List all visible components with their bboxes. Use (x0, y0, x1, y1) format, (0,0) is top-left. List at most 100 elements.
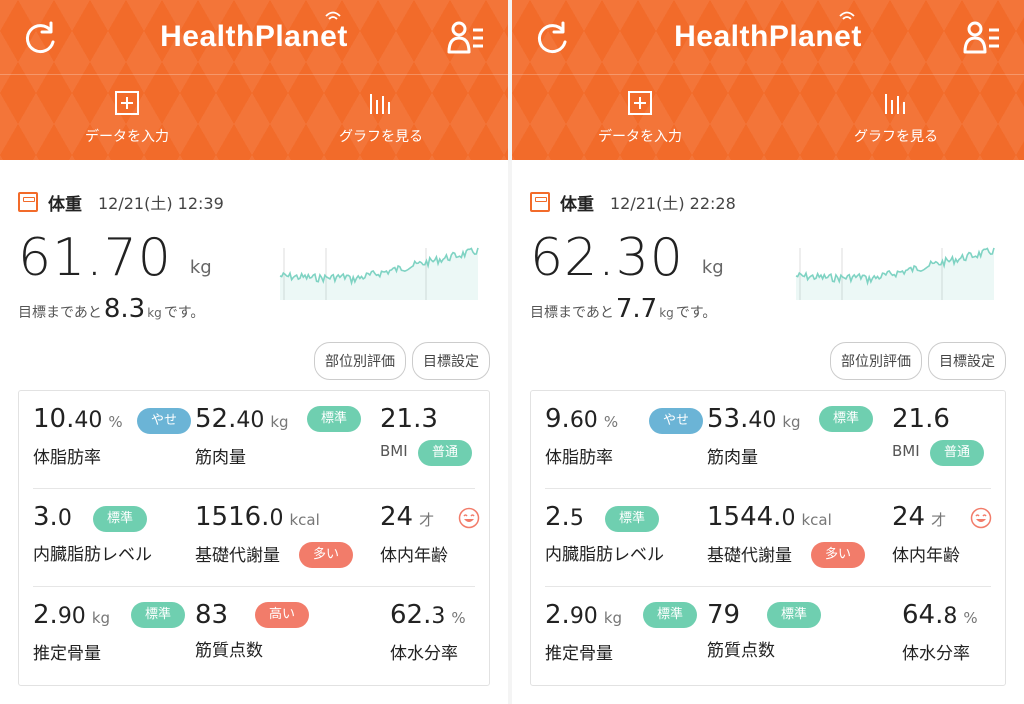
user-menu-icon[interactable] (962, 18, 1002, 58)
bmr-badge: 多い (299, 541, 354, 568)
bmr-label: 基礎代謝量 (195, 545, 280, 566)
visceral-fat-metric[interactable]: 2.5 内臓脂肪レベル 標準 (545, 502, 707, 574)
bodyfat-metric[interactable]: 10.40% 体脂肪率 やせ (33, 404, 195, 476)
goal-suffix: です。 (163, 305, 205, 321)
bmr-value: 1516. (195, 501, 270, 532)
goal-remaining: 目標まであと 7.7 kg です。 (530, 294, 1006, 324)
app-logo: HealthPlanet (160, 11, 348, 54)
bmr-metric[interactable]: 1516.0 kcal 基礎代謝量 多い (195, 502, 380, 574)
view-graph-label: グラフを見る (339, 128, 423, 145)
muscle-decimal: 40 (236, 407, 265, 433)
muscle-unit: kg (270, 412, 289, 431)
metric-row: 2.90 kg 推定骨量 標準 83 筋質点数 高い 62.3% 体水分率 (33, 587, 475, 685)
body-age-value: 24 (892, 501, 926, 532)
goal-setting-button[interactable]: 目標設定 (412, 342, 490, 380)
sparkline-area (280, 247, 478, 300)
weight-row: 61.70 kg (18, 214, 490, 300)
water-unit: % (963, 609, 978, 627)
goal-suffix: です。 (675, 305, 717, 321)
water-label: 体水分率 (390, 644, 458, 664)
goal-value: 8.3 (103, 294, 146, 324)
muscle-score-label: 筋質点数 (707, 641, 775, 661)
top-bar: HealthPlanet データを入 (0, 0, 508, 160)
bone-mass-metric[interactable]: 2.90 kg 推定骨量 標準 (545, 600, 707, 672)
bone-badge: 標準 (643, 602, 698, 628)
bodyfat-decimal: 40 (74, 407, 103, 433)
weight-value: 61.70 (18, 228, 172, 288)
metric-row: 9.60% 体脂肪率 やせ 53.40 kg 筋肉量 標準 21.6 BMI 普通 (545, 391, 991, 489)
bmr-label: 基礎代謝量 (707, 545, 792, 566)
bone-unit: kg (91, 609, 111, 627)
input-data-button[interactable]: データを入力 (0, 75, 254, 160)
title-bar: HealthPlanet (512, 0, 1024, 75)
bmr-decimal: 0 (269, 505, 284, 531)
refresh-icon[interactable] (20, 18, 60, 58)
bmi-label: BMI (380, 441, 408, 460)
bmi-badge: 普通 (418, 439, 473, 466)
bodyfat-decimal: 60 (569, 407, 598, 433)
weight-unit: kg (189, 257, 212, 278)
scale-icon (18, 192, 38, 212)
weight-trend-sparkline[interactable] (276, 228, 482, 300)
bodyfat-label: 体脂肪率 (33, 447, 101, 468)
water-unit: % (451, 609, 466, 627)
muscle-decimal: 40 (748, 407, 777, 433)
metric-row: 10.40% 体脂肪率 やせ 52.40 kg 筋肉量 標準 21.3 BMI 普… (33, 391, 475, 489)
bone-decimal: 90 (57, 604, 86, 629)
visceral-value: 2. (545, 501, 570, 532)
action-bar: データを入力 グラフを見る (512, 75, 1024, 160)
weight-label: 体重 (48, 194, 82, 215)
muscle-metric[interactable]: 53.40 kg 筋肉量 標準 (707, 404, 892, 476)
health-panel-left: HealthPlanet データを入 (0, 0, 512, 704)
body-age-metric[interactable]: 24 才 体内年齢 (892, 501, 992, 574)
sparkline-line (795, 247, 995, 286)
goal-setting-button[interactable]: 目標設定 (928, 342, 1006, 380)
button-row: 部位別評価 目標設定 (18, 342, 490, 380)
muscle-score-badge: 高い (255, 602, 310, 628)
body-age-metric[interactable]: 24 才 体内年齢 (380, 502, 480, 574)
refresh-icon[interactable] (532, 18, 572, 58)
bmi-metric[interactable]: 21.6 BMI 普通 (892, 404, 991, 476)
body-water-metric[interactable]: 62.3% 体水分率 (380, 600, 475, 672)
body-parts-button[interactable]: 部位別評価 (314, 342, 406, 380)
body-age-unit: 才 (419, 510, 435, 529)
body-water-metric[interactable]: 64.8% 体水分率 (892, 600, 991, 672)
body-parts-button[interactable]: 部位別評価 (830, 342, 922, 380)
muscle-value: 53. (707, 403, 749, 434)
visceral-label: 内臓脂肪レベル (545, 544, 664, 565)
water-value: 64. (902, 600, 944, 630)
sparkline-line (279, 247, 479, 286)
smiley-face-icon (970, 507, 992, 528)
body-age-unit: 才 (931, 510, 947, 529)
weight-trend-sparkline[interactable] (792, 228, 998, 300)
user-menu-icon[interactable] (446, 18, 486, 58)
metric-row: 2.5 内臓脂肪レベル 標準 1544.0 kcal 基礎代謝量 多い 24 才 体… (545, 489, 992, 587)
bmr-badge: 多い (811, 541, 866, 568)
muscle-value: 52. (195, 403, 237, 434)
view-graph-button[interactable]: グラフを見る (254, 75, 508, 160)
muscle-score-metric[interactable]: 79 筋質点数 標準 (707, 600, 892, 672)
bmr-value: 1544. (707, 501, 782, 532)
goal-unit: kg (659, 306, 674, 320)
metrics-card: 9.60% 体脂肪率 やせ 53.40 kg 筋肉量 標準 21.6 BMI 普通 (530, 390, 1006, 686)
measure-date: 12/21(土) 12:39 (98, 194, 224, 213)
plus-square-icon (115, 90, 139, 115)
bone-mass-metric[interactable]: 2.90 kg 推定骨量 標準 (33, 600, 195, 672)
bmi-metric[interactable]: 21.3 BMI 普通 (380, 404, 475, 476)
title-bar: HealthPlanet (0, 0, 508, 75)
bmr-metric[interactable]: 1544.0 kcal 基礎代謝量 多い (707, 502, 892, 574)
body-age-label: 体内年齢 (892, 545, 960, 566)
bodyfat-badge: やせ (137, 407, 192, 434)
muscle-metric[interactable]: 52.40 kg 筋肉量 標準 (195, 404, 380, 476)
muscle-score-label: 筋質点数 (195, 641, 263, 661)
muscle-label: 筋肉量 (195, 447, 246, 468)
visceral-decimal: 5 (569, 505, 584, 531)
water-label: 体水分率 (902, 644, 970, 664)
goal-remaining: 目標まであと 8.3 kg です。 (18, 294, 490, 324)
bodyfat-metric[interactable]: 9.60% 体脂肪率 やせ (545, 404, 707, 476)
input-data-button[interactable]: データを入力 (512, 75, 768, 160)
visceral-fat-metric[interactable]: 3.0 内臓脂肪レベル 標準 (33, 502, 195, 574)
view-graph-button[interactable]: グラフを見る (768, 75, 1024, 160)
muscle-score-metric[interactable]: 83 筋質点数 高い (195, 600, 380, 672)
wifi-icon (325, 11, 341, 20)
